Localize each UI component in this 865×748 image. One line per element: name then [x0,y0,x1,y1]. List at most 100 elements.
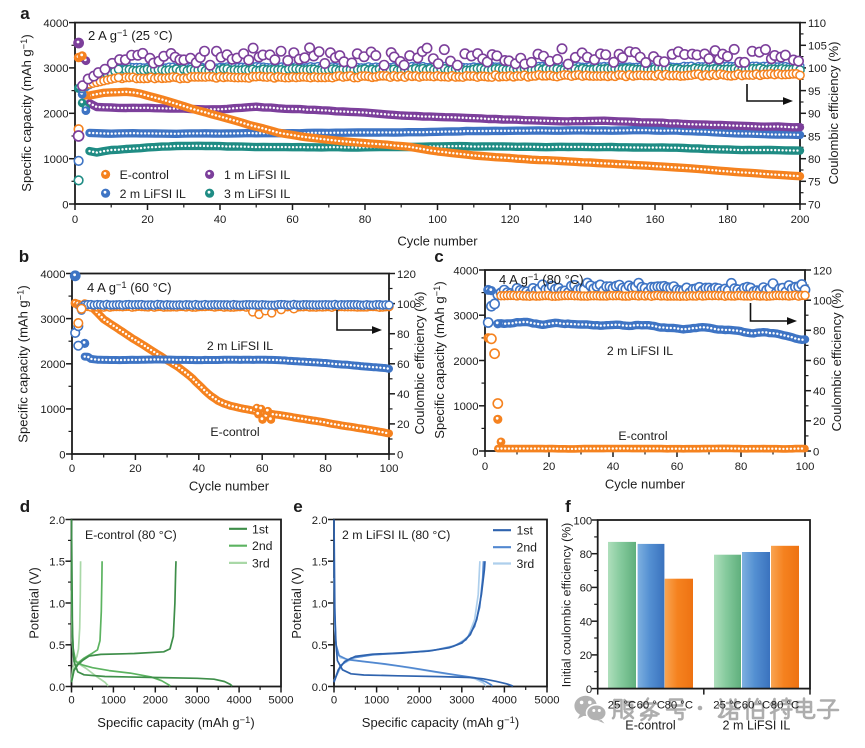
svg-text:c: c [434,247,443,266]
svg-text:75: 75 [808,177,821,189]
svg-text:3000: 3000 [40,314,65,326]
svg-text:70: 70 [808,199,821,211]
svg-text:100: 100 [573,515,592,527]
svg-text:95: 95 [808,86,821,98]
svg-text:Coulombic efficiency (%): Coulombic efficiency (%) [829,289,844,432]
svg-text:90: 90 [808,109,821,121]
svg-text:140: 140 [573,214,592,226]
svg-text:2.0: 2.0 [312,515,328,527]
svg-text:d: d [20,497,30,516]
svg-text:20: 20 [129,463,142,475]
svg-text:80 °C: 80 °C [771,699,799,711]
svg-text:180: 180 [718,214,737,226]
svg-text:2 m LiFSI IL: 2 m LiFSI IL [723,719,791,733]
svg-text:60 °C: 60 °C [742,699,770,711]
svg-text:4000: 4000 [40,269,65,281]
svg-text:80: 80 [735,461,748,473]
svg-text:3000: 3000 [185,695,210,707]
svg-text:e: e [293,497,302,516]
svg-text:100: 100 [796,461,815,473]
svg-text:1.0: 1.0 [312,598,328,610]
svg-text:60: 60 [813,356,826,368]
svg-text:40: 40 [813,386,826,398]
svg-text:Initial coulombic efficiency (: Initial coulombic efficiency (%) [560,523,574,687]
svg-text:0: 0 [813,446,819,458]
svg-text:E-control: E-control [625,719,675,733]
svg-text:0: 0 [331,695,337,707]
svg-text:2nd: 2nd [517,541,538,555]
svg-text:2 m LiFSI IL: 2 m LiFSI IL [207,339,273,353]
svg-text:80 °C: 80 °C [665,699,693,711]
svg-text:40: 40 [580,617,593,629]
svg-text:80: 80 [813,326,826,338]
svg-text:Potential (V): Potential (V) [289,567,304,639]
svg-text:0: 0 [72,214,78,226]
svg-text:E-control: E-control [210,425,259,439]
svg-text:60 °C: 60 °C [637,699,665,711]
svg-text:Cycle number: Cycle number [397,233,478,248]
svg-text:1 m LiFSI IL: 1 m LiFSI IL [224,168,290,182]
svg-text:120: 120 [501,214,520,226]
svg-text:Specific capacity (mAh g−1): Specific capacity (mAh g−1) [15,285,31,442]
svg-text:5000: 5000 [534,695,559,707]
svg-text:1.5: 1.5 [312,557,328,569]
svg-text:25 °C: 25 °C [608,699,636,711]
svg-text:a: a [20,4,30,23]
svg-text:1st: 1st [252,522,269,536]
svg-text:20: 20 [543,461,556,473]
svg-text:60: 60 [397,359,410,371]
svg-text:4 A g−1 (60 °C): 4 A g−1 (60 °C) [87,279,172,295]
svg-text:60: 60 [671,461,684,473]
svg-text:4000: 4000 [227,695,252,707]
svg-text:0: 0 [482,461,488,473]
svg-text:120: 120 [813,265,832,277]
svg-text:200: 200 [791,214,810,226]
svg-text:E-control: E-control [618,429,667,443]
svg-text:25 °C: 25 °C [713,699,741,711]
svg-text:0: 0 [68,695,74,707]
svg-text:f: f [565,497,571,516]
svg-text:80: 80 [359,214,372,226]
svg-text:1.5: 1.5 [49,557,65,569]
svg-text:3000: 3000 [43,63,68,75]
svg-text:105: 105 [808,41,827,53]
svg-text:60: 60 [580,583,593,595]
svg-text:4 A g−1 (80 °C): 4 A g−1 (80 °C) [499,271,584,287]
svg-text:80: 80 [319,463,332,475]
svg-text:2nd: 2nd [252,539,273,553]
svg-text:20: 20 [813,416,826,428]
svg-text:100: 100 [808,63,827,75]
svg-text:2 m LiFSI IL: 2 m LiFSI IL [607,344,673,358]
svg-text:4000: 4000 [453,265,478,277]
svg-text:85: 85 [808,131,821,143]
svg-text:100: 100 [380,463,399,475]
svg-text:Potential (V): Potential (V) [27,567,42,639]
svg-text:0.5: 0.5 [312,640,328,652]
svg-text:40: 40 [193,463,206,475]
svg-text:4000: 4000 [492,695,517,707]
svg-text:1000: 1000 [453,401,478,413]
svg-text:20: 20 [141,214,154,226]
svg-text:b: b [19,247,29,266]
svg-text:80: 80 [580,549,593,561]
svg-text:100: 100 [813,296,832,308]
svg-text:0.0: 0.0 [49,682,65,694]
svg-text:80: 80 [397,329,410,341]
svg-text:3rd: 3rd [517,557,535,571]
svg-text:120: 120 [397,269,416,281]
svg-text:Coulombic efficiency (%): Coulombic efficiency (%) [826,42,841,185]
svg-text:2000: 2000 [143,695,168,707]
svg-text:160: 160 [646,214,665,226]
svg-text:100: 100 [397,299,416,311]
svg-text:3000: 3000 [453,311,478,323]
svg-text:Coulombic efficiency (%): Coulombic efficiency (%) [412,292,427,435]
svg-text:Specific capacity (mAh g−1): Specific capacity (mAh g−1) [18,34,34,191]
svg-text:2000: 2000 [43,109,68,121]
svg-text:0: 0 [59,449,65,461]
svg-text:40: 40 [214,214,227,226]
svg-text:80: 80 [808,154,821,166]
svg-text:0: 0 [397,449,403,461]
svg-text:E-control (80 °C): E-control (80 °C) [85,528,177,542]
svg-text:3rd: 3rd [252,556,270,570]
svg-text:20: 20 [397,419,410,431]
